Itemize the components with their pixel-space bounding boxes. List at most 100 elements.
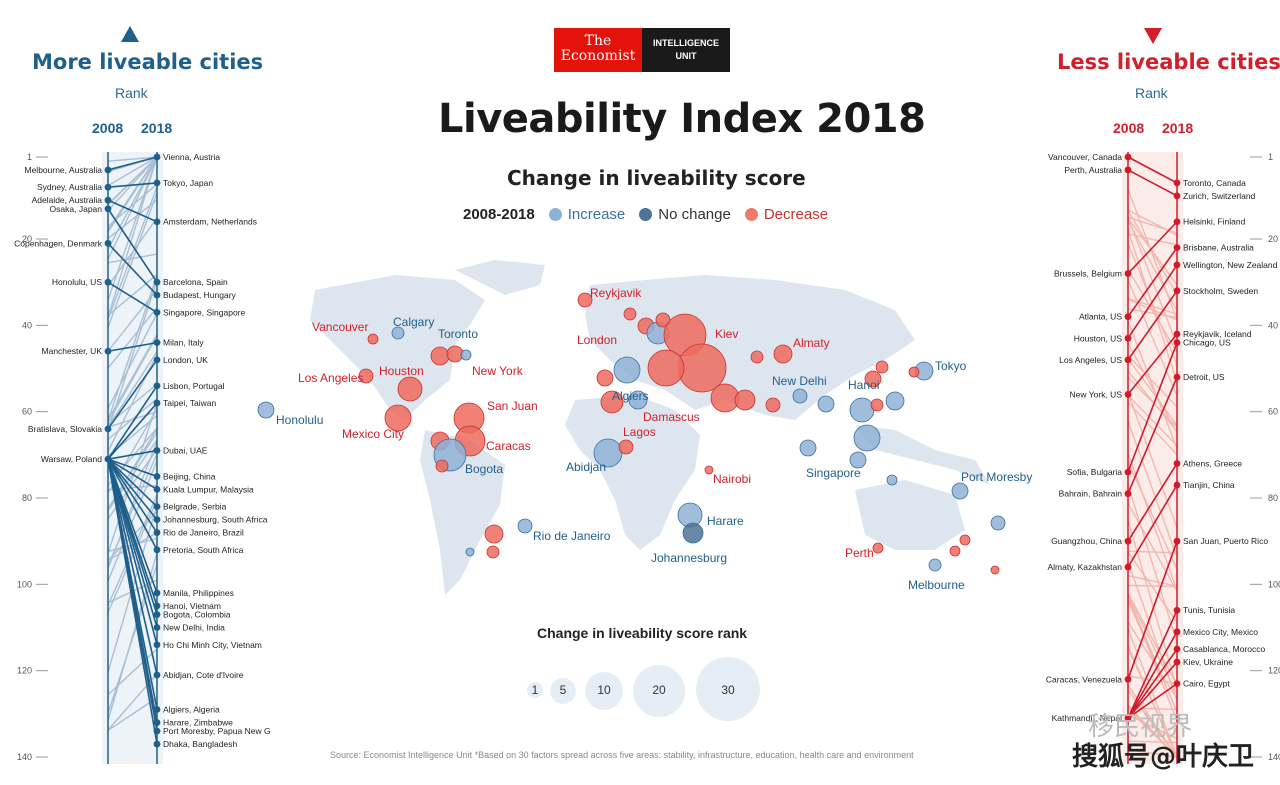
right-slope-line [1127, 631, 1178, 719]
left-point-2008 [104, 239, 112, 247]
right-city-2018: Stockholm, Sweden [1183, 286, 1258, 296]
right-city-2018: Tianjin, China [1183, 480, 1235, 490]
down-arrow-icon [1144, 28, 1162, 44]
map-label-singapore: Singapore [806, 466, 861, 480]
right-tick-label: 100 [1268, 579, 1280, 589]
left-point-2008 [104, 183, 112, 191]
size-circle-5 [550, 678, 576, 704]
legend: 2008-2018 Increase No change Decrease [463, 206, 828, 223]
right-point-2018 [1173, 330, 1181, 338]
right-bg-slope [1127, 217, 1178, 286]
map-bubble [486, 545, 500, 559]
right-bg-slope [1127, 461, 1178, 570]
map-bubble [750, 350, 764, 364]
right-slope-line [1127, 484, 1178, 568]
left-slope-line [107, 199, 158, 223]
right-point-2008 [1124, 153, 1132, 161]
right-bg-slope [1127, 596, 1178, 722]
left-point-2018 [153, 641, 161, 649]
right-slope-line [1127, 290, 1178, 361]
left-city-2018: Taipei, Taiwan [163, 398, 217, 408]
map-label-honolulu: Honolulu [276, 413, 324, 427]
right-bg-slope [1127, 551, 1178, 623]
left-point-2018 [153, 382, 161, 390]
map-label-caracas: Caracas [486, 439, 531, 453]
map-bubble [577, 292, 593, 308]
left-city-2018: New Delhi, India [163, 623, 225, 633]
right-bg-slope [1127, 595, 1178, 713]
left-city-2018: Beijing, China [163, 471, 216, 481]
size-label-10: 10 [597, 683, 611, 697]
left-tick-label: 140 [17, 752, 32, 762]
map-bubble [628, 390, 648, 410]
left-panel-title: More liveable cities [32, 50, 264, 74]
left-city-2018: Johannesburg, South Africa [163, 515, 268, 525]
right-point-2008 [1124, 675, 1132, 683]
left-bg-slope [107, 410, 158, 428]
map-bubble [517, 518, 533, 534]
right-bg-slope [1127, 321, 1178, 449]
legend-decrease-label: Decrease [763, 206, 829, 223]
map-label-mexico-city: Mexico City [342, 427, 405, 441]
right-point-2008 [1124, 391, 1132, 398]
right-point-2008 [1124, 334, 1132, 342]
right-slope-line [1127, 648, 1178, 719]
right-tick-label: 20 [1268, 234, 1278, 244]
right-point-2018 [1173, 645, 1181, 653]
right-city-2008: Almaty, Kazakhstan [1048, 562, 1123, 572]
right-bg-slope [1127, 233, 1178, 246]
right-bg-slope [1127, 502, 1178, 592]
logo-econ-text: The Economist [560, 33, 636, 64]
map-bubble [465, 547, 475, 557]
left-city-2018: Vienna, Austria [163, 152, 220, 162]
right-tick-label: 40 [1268, 320, 1278, 330]
map-label-toronto: Toronto [438, 327, 479, 341]
left-bg-slope [107, 697, 158, 732]
left-point-2018 [153, 503, 161, 511]
right-slope-line [1127, 540, 1178, 680]
right-slope-line [1127, 333, 1178, 395]
right-bg-slope [1127, 706, 1178, 758]
right-slope-line [1127, 221, 1178, 275]
legend-increase-label: Increase [567, 206, 626, 223]
left-bg-slope [107, 156, 158, 187]
size-circle-30 [696, 657, 760, 721]
left-city-2018: Ho Chi Minh City, Vietnam [163, 640, 262, 650]
left-slope-line [107, 385, 158, 460]
right-city-2008: Guangzhou, China [1051, 536, 1122, 546]
map-label-kiev: Kiev [715, 327, 739, 341]
map-bubble [849, 451, 867, 469]
right-city-2008: Atlanta, US [1079, 312, 1122, 322]
map-label-melbourne: Melbourne [908, 578, 965, 592]
map-bubble [853, 424, 881, 452]
left-city-2018: Rio de Janeiro, Brazil [163, 528, 244, 538]
size-circle-1 [527, 682, 543, 698]
right-bg-slope [1127, 675, 1178, 685]
up-arrow-icon [121, 26, 139, 42]
map-bubble [446, 345, 464, 363]
map-bubble [849, 397, 875, 423]
left-point-2018 [153, 671, 161, 679]
map-bubble [949, 545, 961, 557]
right-bg-slope [1127, 188, 1178, 321]
left-bg-slope [107, 351, 158, 428]
left-bg-slope [107, 156, 158, 233]
right-tick-label: 140 [1268, 752, 1280, 762]
right-year-2008: 2008 [1113, 120, 1145, 136]
left-city-2008: Adelaide, Australia [32, 195, 103, 205]
right-tick-label: 120 [1268, 666, 1280, 676]
left-point-2018 [153, 740, 161, 748]
map-label-perth: Perth [845, 546, 874, 560]
left-point-2018 [153, 218, 161, 226]
left-point-2008 [104, 196, 112, 204]
right-slope-line [1127, 169, 1178, 197]
map-bubble [875, 360, 889, 374]
size-label-1: 1 [531, 683, 539, 697]
left-year-2018: 2018 [141, 120, 173, 136]
left-slope-line [107, 458, 158, 521]
left-point-2018 [153, 485, 161, 493]
left-tick-label: 100 [17, 579, 32, 589]
right-bg-slope [1127, 574, 1178, 588]
map-bubble [367, 333, 379, 345]
